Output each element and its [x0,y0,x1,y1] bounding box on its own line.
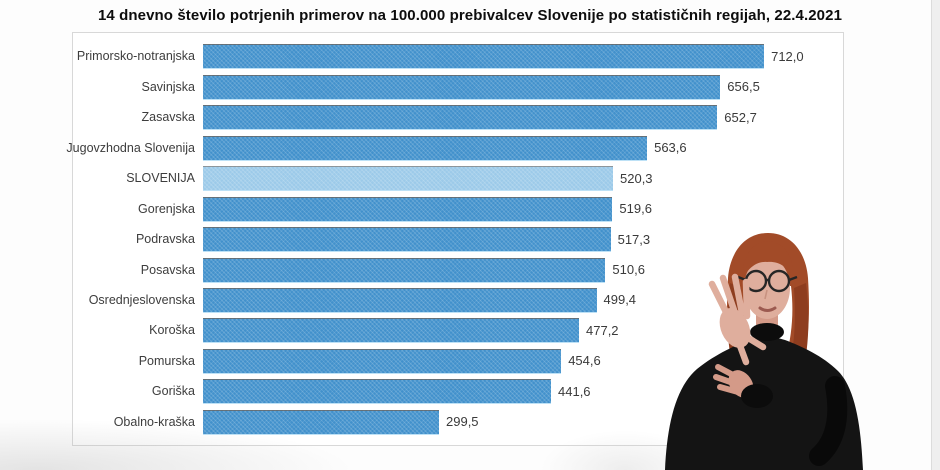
background-grain [0,415,380,470]
value-label: 712,0 [771,48,804,64]
category-label: Savinjska [141,79,196,94]
bar-Pomurska [203,348,562,373]
category-label: Jugovzhodna Slovenija [66,140,195,155]
bar-track: 712,0 [203,44,846,69]
bar-track: 652,7 [203,105,846,130]
value-label: 499,4 [603,292,637,308]
bar-Podravska [203,227,611,252]
bar-track: 656,5 [203,74,846,99]
category-label: Osrednjeslovenska [88,292,195,307]
bar-track: 477,2 [203,318,846,343]
category-label: Koroška [149,323,195,338]
value-label: 510,6 [612,262,645,278]
category-label: Gorenjska [138,201,195,216]
category-label: Goriška [151,384,195,399]
bar-row: SLOVENIJA 520,3 [60,163,846,193]
bar-track: 499,4 [203,287,846,312]
bar-row: Posavska 510,6 [60,254,846,284]
bar-rows: Primorsko-notranjska 712,0 Savinjska 656,5 Z… [60,33,846,445]
interpreter-arm-fold [809,376,848,466]
bar-Gorenjska [203,196,613,221]
value-label: 563,6 [654,140,687,156]
bar-row: Osrednjeslovenska 499,4 [60,285,846,315]
bar-row: Gorenjska 519,6 [60,193,846,223]
category-label: Zasavska [141,110,196,125]
bar-track: 519,6 [203,196,846,221]
bar-track: 454,6 [203,348,846,373]
bar-row: Zasavska 652,7 [60,102,846,132]
value-label: 299,5 [446,414,479,430]
value-label: 519,6 [619,201,652,217]
bar-Obalno-kraška [203,409,439,434]
bar-highlight-SLOVENIJA [203,166,613,191]
interpreter-face [744,257,790,319]
value-label: 517,3 [617,231,651,247]
sign-language-interpreter [665,233,863,470]
bar-Zasavska [203,105,718,130]
category-label: Pomurska [138,353,195,368]
interpreter-bangs [742,241,794,278]
bar-Osrednjeslovenska [203,287,597,312]
bar-track: 299,5 [203,409,846,434]
category-label: Posavska [140,262,195,277]
bar-row: Savinjska 656,5 [60,71,846,101]
category-label: SLOVENIJA [126,171,195,186]
bar-row: Jugovzhodna Slovenija 563,6 [60,132,846,162]
bar-Posavska [203,257,606,282]
bar-row: Goriška 441,6 [60,376,846,406]
value-label: 652,7 [724,109,757,125]
value-label: 477,2 [586,322,619,338]
bar-Jugovzhodna Slovenija [203,135,648,160]
category-label: Primorsko-notranjska [76,49,195,64]
bar-row: Pomurska 454,6 [60,346,846,376]
screen-edge-strip [931,0,940,470]
value-label: 454,6 [568,353,601,369]
interpreter-hand-lower [713,364,773,408]
bar-track: 510,6 [203,257,846,282]
bar-Primorsko-notranjska [203,44,765,69]
value-label: 441,6 [558,383,591,399]
value-label: 520,3 [620,170,653,186]
bar-row: Podravska 517,3 [60,224,846,254]
interpreter-mouth [758,306,777,312]
category-label: Obalno-kraška [60,415,203,429]
category-label: Podravska [135,232,195,247]
bar-track: 563,6 [203,135,846,160]
bar-track: 520,3 [203,166,846,191]
bar-track: 517,3 [203,227,846,252]
bar-Koroška [203,318,579,343]
interpreter-hand-upper [708,273,767,366]
bar-Goriška [203,379,551,404]
interpreter-nose [764,289,768,300]
bar-row: Primorsko-notranjska 712,0 [60,41,846,71]
bar-row: Koroška 477,2 [60,315,846,345]
interpreter-collar [750,323,784,341]
bar-track: 441,6 [203,379,846,404]
bar-Savinjska [203,74,721,99]
value-label: 656,5 [727,79,760,95]
bar-row: Obalno-kraška 299,5 [60,407,846,437]
chart-title: 14 dnevno število potrjenih primerov na … [97,7,843,24]
